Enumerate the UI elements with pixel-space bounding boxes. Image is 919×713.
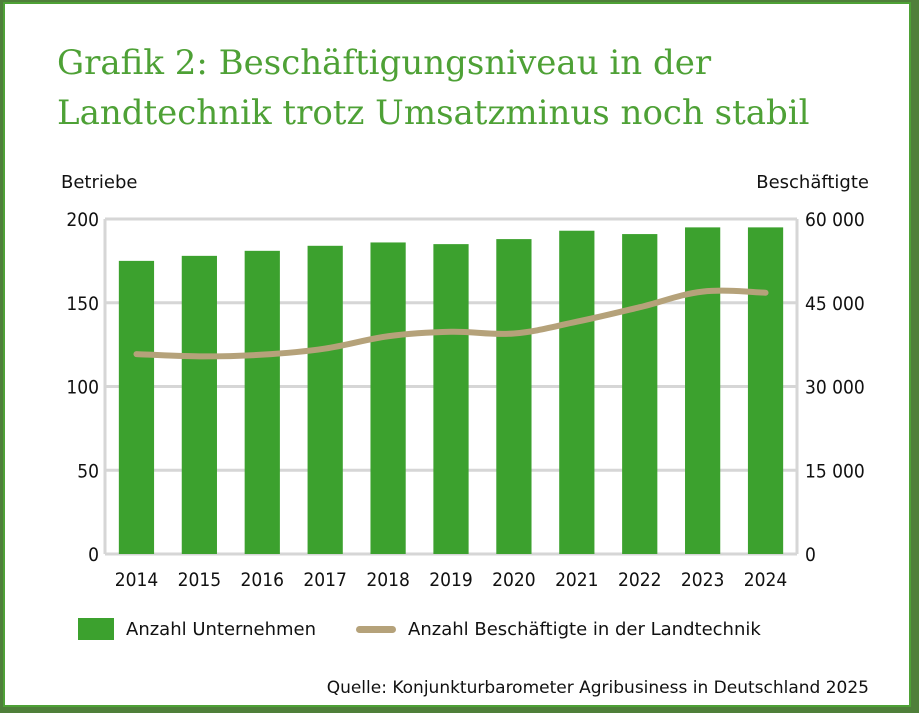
tick-layer: 0 50 100 150 200 0 15 000 30 000 45 000 60 000 201… bbox=[66, 209, 864, 591]
bar-2024 bbox=[747, 227, 784, 554]
legend-bar-swatch bbox=[78, 618, 114, 640]
employees-point-2021 bbox=[576, 321, 578, 323]
source-note: Quelle: Konjunkturbarometer Agribusiness… bbox=[326, 678, 869, 698]
category-label-2017: 2017 bbox=[303, 569, 347, 591]
bar-2019 bbox=[433, 244, 469, 554]
category-label-2019: 2019 bbox=[429, 569, 473, 591]
left-tick-label: 150 bbox=[66, 293, 99, 315]
category-label-2021: 2021 bbox=[555, 569, 599, 591]
right-tick-label: 15 000 bbox=[805, 460, 865, 482]
employees-point-2023 bbox=[702, 291, 704, 293]
employees-point-2024 bbox=[765, 292, 767, 294]
right-tick-label: 0 bbox=[805, 544, 816, 566]
right-tick-label: 45 000 bbox=[805, 293, 865, 315]
right-tick-label: 30 000 bbox=[805, 377, 865, 399]
left-tick-label: 200 bbox=[66, 209, 99, 231]
employees-point-2018 bbox=[387, 335, 389, 337]
chart-svg: 0 50 100 150 200 0 15 000 30 000 45 000 60 000 201… bbox=[66, 209, 864, 591]
bar-2016 bbox=[244, 250, 280, 554]
chart-card: Grafik 2: Beschäftigungsniveau in der La… bbox=[3, 2, 911, 707]
employees-point-2016 bbox=[261, 354, 263, 356]
bar-2015 bbox=[181, 255, 217, 554]
legend-bar-label: Anzahl Unternehmen bbox=[126, 618, 317, 640]
employees-point-2019 bbox=[450, 331, 452, 333]
bar-2018 bbox=[370, 242, 406, 554]
bar-2021 bbox=[559, 230, 595, 554]
bar-2020 bbox=[496, 239, 532, 554]
right-axis-title: Beschäftigte bbox=[756, 172, 869, 193]
bar-2014 bbox=[118, 260, 155, 554]
employees-point-2017 bbox=[324, 348, 326, 350]
employees-point-2015 bbox=[198, 355, 200, 357]
left-tick-label: 0 bbox=[88, 544, 99, 566]
employees-point-2014 bbox=[135, 353, 137, 355]
legend-line-label: Anzahl Beschäftigte in der Landtechnik bbox=[408, 618, 761, 640]
bar-2017 bbox=[307, 245, 343, 555]
category-label-2014: 2014 bbox=[115, 569, 159, 591]
legend-line-swatch bbox=[356, 625, 397, 633]
category-label-2022: 2022 bbox=[618, 569, 662, 591]
right-tick-label: 60 000 bbox=[805, 209, 865, 231]
left-axis-title: Betriebe bbox=[61, 172, 138, 193]
category-label-2018: 2018 bbox=[366, 569, 410, 591]
category-label-2015: 2015 bbox=[178, 569, 222, 591]
chart-title: Grafik 2: Beschäftigungsniveau in der La… bbox=[57, 43, 810, 133]
category-label-2020: 2020 bbox=[492, 569, 536, 591]
category-label-2023: 2023 bbox=[681, 569, 725, 591]
bar-2023 bbox=[685, 227, 721, 554]
employees-point-2022 bbox=[639, 306, 641, 308]
bar-2022 bbox=[622, 234, 658, 554]
category-label-2016: 2016 bbox=[241, 569, 285, 591]
legend: Anzahl Unternehmen Anzahl Beschäftigte i… bbox=[78, 618, 761, 640]
category-label-2024: 2024 bbox=[744, 569, 788, 591]
bar-layer bbox=[118, 227, 784, 555]
employees-point-2020 bbox=[513, 332, 515, 334]
left-tick-label: 50 bbox=[77, 460, 99, 482]
line-layer bbox=[133, 287, 769, 360]
left-tick-label: 100 bbox=[66, 377, 99, 399]
